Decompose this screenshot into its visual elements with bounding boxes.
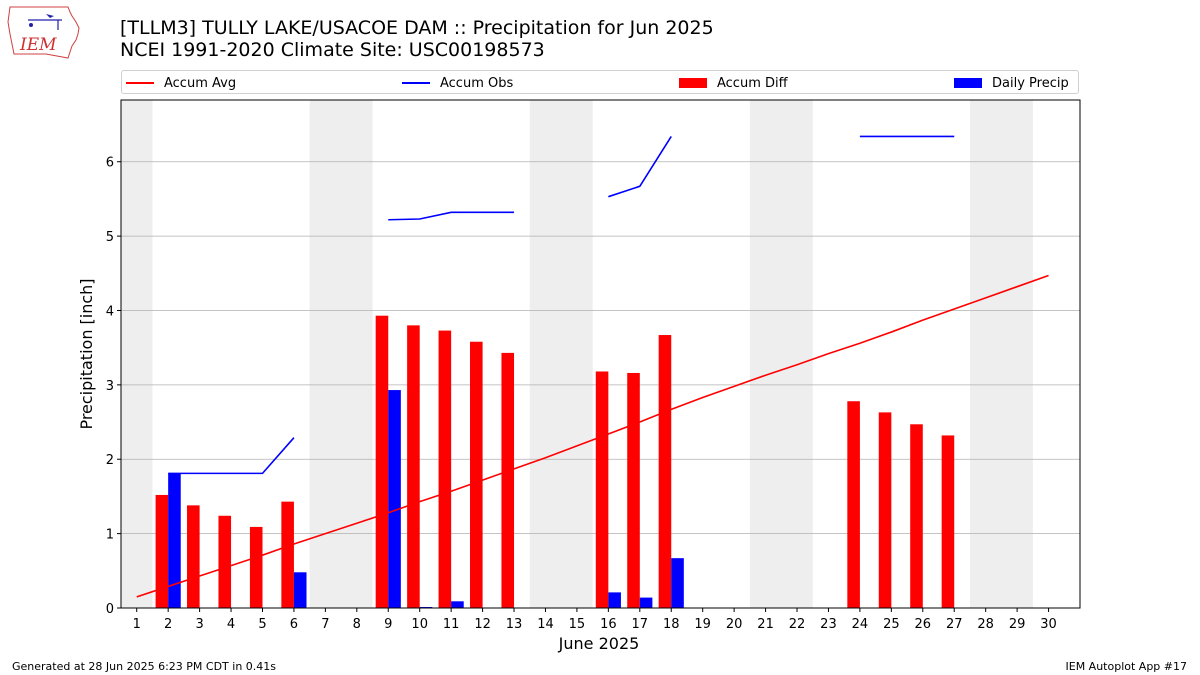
plot-frame (120, 99, 1081, 609)
x-tick-label: 14 (537, 617, 554, 632)
x-tick-label: 26 (915, 617, 932, 632)
y-axis-label: Precipitation [inch] (77, 278, 96, 429)
x-tick-label: 24 (852, 617, 869, 632)
daily-bar-day-9 (388, 390, 401, 608)
chart-subtitle: NCEI 1991-2020 Climate Site: USC00198573 (120, 39, 545, 61)
x-tick-label: 30 (1040, 617, 1057, 632)
diff-bar-day-13 (501, 352, 515, 608)
x-tick-label: 3 (195, 617, 203, 632)
footer-generated: Generated at 28 Jun 2025 6:23 PM CDT in … (12, 660, 277, 673)
legend-swatch-daily-precip (954, 78, 982, 88)
daily-bar-day-18 (671, 558, 684, 608)
x-tick-label: 22 (789, 617, 806, 632)
iem-logo: IEM (7, 6, 80, 59)
x-tick-label: 25 (883, 617, 900, 632)
x-tick-label: 9 (384, 617, 392, 632)
x-tick-label: 20 (726, 617, 743, 632)
x-tick-label: 8 (353, 617, 361, 632)
legend-label-accum-diff: Accum Diff (717, 75, 788, 91)
accum-obs-segment-0 (168, 437, 295, 475)
x-tick-label: 10 (411, 617, 428, 632)
diff-bar-day-12 (470, 341, 483, 608)
diff-bar-day-4 (218, 515, 232, 608)
x-tick-label: 28 (977, 617, 994, 632)
x-tick-label: 15 (569, 617, 586, 632)
diff-bar-day-16 (595, 371, 609, 608)
diff-bar-day-11 (438, 330, 452, 608)
chart-legend: Accum Avg Accum Obs Accum Diff Daily Pre… (121, 70, 1079, 94)
footer-app: IEM Autoplot App #17 (1065, 660, 1188, 673)
x-axis: 1 2 3 4 5 6 7 8 9 10 11 12 13 14 15 16 17 18 19 20 21 22 23 24 2… (133, 608, 1057, 632)
x-tick-label: 11 (443, 617, 460, 632)
diff-bar-day-17 (627, 372, 640, 608)
weekend-bands (121, 100, 1033, 608)
diff-bar-day-24 (847, 401, 860, 608)
diff-bar-day-26 (910, 424, 923, 608)
x-tick-label: 6 (290, 617, 298, 632)
x-tick-label: 1 (133, 617, 141, 632)
diff-bar-day-25 (878, 412, 892, 608)
x-tick-label: 7 (321, 617, 329, 632)
y-tick-label: 1 (106, 528, 114, 543)
chart-title: [TLLM3] TULLY LAKE/USACOE DAM :: Precipi… (120, 17, 714, 39)
x-tick-label: 29 (1009, 617, 1026, 632)
daily-bar-day-11 (451, 601, 464, 608)
x-tick-label: 17 (632, 617, 649, 632)
weekend-band-1 (309, 100, 373, 608)
x-tick-label: 27 (946, 617, 963, 632)
legend-swatch-accum-avg (126, 82, 154, 84)
x-tick-label: 5 (258, 617, 266, 632)
x-tick-label: 18 (663, 617, 680, 632)
x-tick-label: 19 (694, 617, 711, 632)
y-tick-label: 5 (106, 230, 114, 245)
weekend-band-2 (529, 100, 593, 608)
legend-item-accum-obs: Accum Obs (402, 74, 513, 92)
x-axis-label: June 2025 (558, 634, 640, 653)
diff-bar-day-6 (281, 501, 294, 608)
legend-label-daily-precip: Daily Precip (992, 75, 1069, 91)
legend-label-accum-avg: Accum Avg (164, 75, 237, 91)
x-tick-label: 23 (820, 617, 837, 632)
daily-bar-day-17 (639, 597, 653, 608)
diff-bar-day-2 (155, 494, 169, 608)
y-tick-label: 6 (106, 156, 114, 171)
weekend-band-4 (969, 100, 1033, 608)
daily-bar-day-2 (168, 473, 181, 608)
legend-swatch-accum-obs (402, 82, 430, 84)
diff-bar-day-5 (249, 526, 263, 608)
diff-bar-day-27 (941, 435, 955, 608)
accum-obs-segment-2 (608, 136, 672, 198)
y-tick-label: 3 (106, 379, 114, 394)
accum-avg-line (136, 274, 1049, 598)
y-tick-label: 4 (106, 304, 114, 319)
accum-obs-segment-1 (388, 211, 515, 221)
diff-bar-day-10 (407, 325, 420, 608)
legend-label-accum-obs: Accum Obs (440, 75, 514, 91)
weekend-band-0 (121, 100, 153, 608)
diff-bar-day-9 (375, 315, 389, 608)
bar-series (155, 315, 955, 608)
x-tick-label: 13 (506, 617, 523, 632)
diff-bar-day-3 (187, 505, 200, 608)
x-tick-label: 12 (474, 617, 491, 632)
diff-bar-day-18 (658, 335, 672, 608)
weekend-band-3 (749, 100, 813, 608)
daily-bar-day-16 (608, 592, 621, 608)
y-tick-label: 0 (106, 602, 114, 617)
x-tick-label: 16 (600, 617, 617, 632)
x-tick-label: 4 (227, 617, 235, 632)
y-axis: 0 1 2 3 4 5 6 (106, 156, 121, 617)
legend-item-accum-diff: Accum Diff (679, 74, 788, 92)
svg-text:IEM: IEM (19, 35, 57, 55)
line-series (136, 135, 1049, 598)
legend-item-accum-avg: Accum Avg (126, 74, 236, 92)
y-tick-label: 2 (106, 453, 114, 468)
legend-swatch-accum-diff (679, 78, 707, 88)
legend-item-daily-precip: Daily Precip (954, 74, 1069, 92)
daily-bar-day-6 (293, 572, 307, 608)
x-tick-label: 2 (164, 617, 172, 632)
x-tick-label: 21 (757, 617, 774, 632)
